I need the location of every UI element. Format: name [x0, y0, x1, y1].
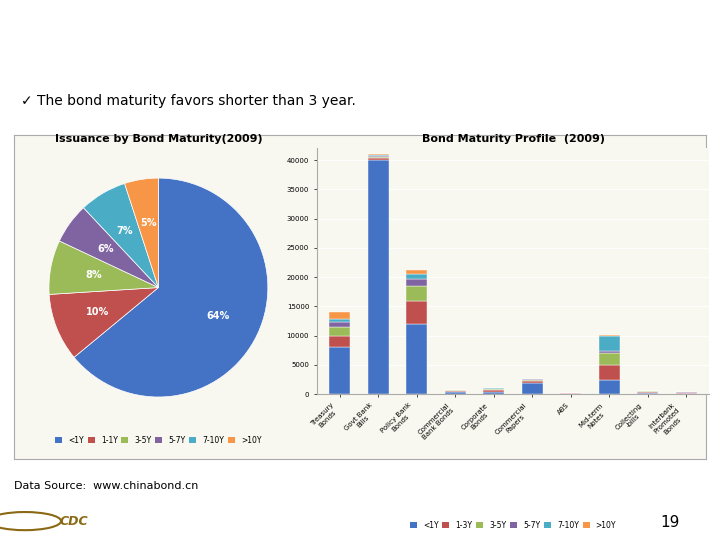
Bar	[445, 393, 466, 394]
Bar	[329, 312, 351, 319]
Text: 6%: 6%	[97, 244, 114, 254]
Bar	[329, 347, 351, 394]
Bar	[406, 274, 428, 279]
Title: Issuance by Bond Maturity(2009): Issuance by Bond Maturity(2009)	[55, 134, 262, 144]
Bar	[329, 322, 351, 327]
Wedge shape	[49, 287, 158, 357]
Text: 7%: 7%	[117, 226, 133, 236]
Bar	[598, 380, 620, 394]
Title: Bond Maturity Profile  (2009): Bond Maturity Profile (2009)	[421, 133, 605, 144]
Bar	[598, 365, 620, 380]
Bar	[483, 390, 504, 392]
Bar	[368, 154, 389, 155]
Bar	[445, 392, 466, 393]
Text: 19: 19	[660, 515, 679, 530]
Bar	[368, 155, 389, 156]
Text: Data Source:  www.chinabond.cn: Data Source: www.chinabond.cn	[14, 481, 199, 491]
Bar	[406, 324, 428, 394]
Bar	[406, 286, 428, 301]
Bar	[368, 160, 389, 394]
Bar	[522, 381, 543, 382]
Wedge shape	[74, 178, 268, 397]
Bar	[329, 327, 351, 336]
Text: 8%: 8%	[86, 270, 102, 280]
Bar	[637, 393, 658, 394]
Wedge shape	[84, 184, 158, 287]
Wedge shape	[125, 178, 158, 287]
Bar	[445, 390, 466, 391]
Bar	[675, 393, 697, 394]
Text: Bond Issuance Maturity: Bond Issuance Maturity	[12, 42, 271, 60]
Bar	[406, 279, 428, 286]
Bar	[368, 157, 389, 158]
Bar	[522, 382, 543, 394]
Bar	[598, 336, 620, 351]
Bar	[637, 392, 658, 393]
Bar	[598, 351, 620, 353]
Bar	[406, 301, 428, 324]
Bar	[329, 336, 351, 347]
Legend: <1Y, 1-1Y, 3-5Y, 5-7Y, 7-10Y, >10Y: <1Y, 1-1Y, 3-5Y, 5-7Y, 7-10Y, >10Y	[53, 433, 264, 448]
Wedge shape	[49, 241, 158, 294]
Text: 5%: 5%	[140, 218, 156, 228]
Text: CDC: CDC	[60, 515, 89, 528]
Bar	[598, 353, 620, 365]
Text: ✓ The bond maturity favors shorter than 3 year.: ✓ The bond maturity favors shorter than …	[21, 93, 356, 107]
Bar	[598, 335, 620, 336]
Bar	[522, 380, 543, 381]
Bar	[329, 319, 351, 322]
Bar	[483, 389, 504, 390]
Text: 10%: 10%	[86, 307, 109, 317]
Bar	[483, 392, 504, 394]
Bar	[406, 269, 428, 274]
Bar	[368, 158, 389, 160]
Wedge shape	[59, 208, 158, 287]
Bar	[368, 156, 389, 157]
Text: 64%: 64%	[206, 310, 230, 321]
Legend: <1Y, 1-3Y, 3-5Y, 5-7Y, 7-10Y, >10Y: <1Y, 1-3Y, 3-5Y, 5-7Y, 7-10Y, >10Y	[407, 518, 619, 533]
